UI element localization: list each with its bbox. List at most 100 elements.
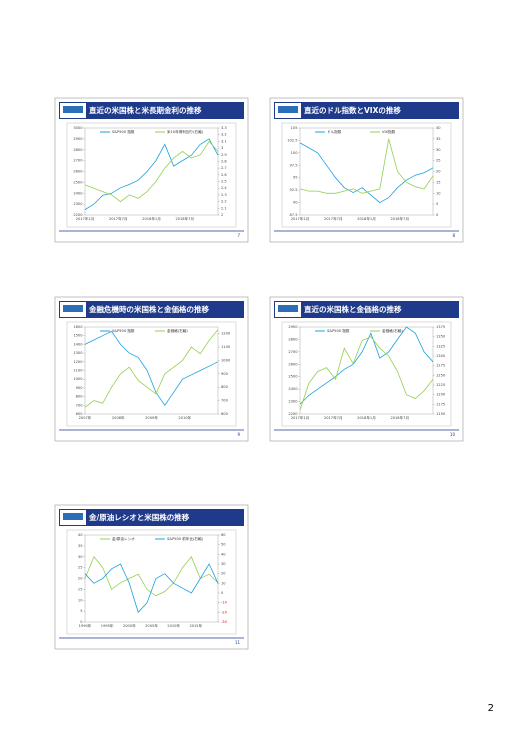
y2-tick-label: -20 bbox=[221, 610, 228, 614]
y2-tick-label: 1350 bbox=[436, 335, 446, 339]
y2-tick-label: -30 bbox=[221, 620, 228, 624]
slide-number: 8 bbox=[452, 233, 455, 238]
logo-mark bbox=[278, 106, 298, 113]
chart-frame bbox=[66, 122, 237, 228]
chart-frame bbox=[66, 321, 237, 427]
y-tick-label: 2600 bbox=[288, 362, 298, 366]
y2-tick-label: 600 bbox=[221, 412, 229, 416]
y-tick-label: 5 bbox=[80, 609, 82, 613]
y-tick-label: 15 bbox=[78, 587, 83, 591]
legend-label: VIX指数 bbox=[382, 129, 396, 134]
chart-frame bbox=[281, 321, 452, 427]
slide: 金/原油レシオと米国株の推移 11 0 5 10 15 20 25 30 35 40 -30 -20 -1… bbox=[54, 504, 249, 650]
y2-tick-label: 800 bbox=[221, 385, 229, 389]
y-tick-label: 1400 bbox=[73, 342, 83, 346]
x-tick-label: 2015年 bbox=[189, 623, 202, 628]
chart-frame bbox=[66, 529, 237, 635]
y-tick-label: 2700 bbox=[288, 350, 298, 354]
y-tick-label: 3000 bbox=[73, 126, 83, 130]
y2-tick-label: 20 bbox=[221, 572, 226, 576]
y-tick-label: 1500 bbox=[73, 334, 83, 338]
y-tick-label: 900 bbox=[76, 386, 84, 390]
y-tick-label: 600 bbox=[76, 412, 84, 416]
slide-title: 直近の米国株と米長期金利の推移 bbox=[89, 105, 202, 115]
y-tick-label: 2800 bbox=[288, 337, 298, 341]
x-tick-label: 2018年1月 bbox=[142, 216, 161, 221]
x-tick-label: 1990年 bbox=[79, 623, 92, 628]
series-line bbox=[299, 326, 434, 405]
y2-tick-label: 1325 bbox=[436, 344, 445, 348]
series-line bbox=[84, 330, 219, 407]
y-tick-label: 25 bbox=[78, 566, 83, 570]
y2-tick-label: 15 bbox=[436, 180, 441, 184]
y2-tick-label: 10 bbox=[436, 191, 441, 195]
x-tick-label: 2010年 bbox=[178, 415, 191, 420]
title-bar bbox=[59, 102, 244, 119]
y2-tick-label: 1250 bbox=[436, 373, 446, 377]
y2-tick-label: 30 bbox=[221, 562, 226, 566]
y2-tick-label: -10 bbox=[221, 601, 228, 605]
y2-tick-label: 3.3 bbox=[221, 126, 227, 130]
y2-tick-label: 2.2 bbox=[221, 200, 227, 204]
x-tick-label: 2017年1月 bbox=[291, 216, 310, 221]
y-tick-label: 2400 bbox=[288, 387, 298, 391]
x-tick-label: 2018年1月 bbox=[357, 415, 376, 420]
y-tick-label: 700 bbox=[76, 403, 84, 407]
y-tick-label: 97.5 bbox=[289, 163, 297, 167]
y2-tick-label: 25 bbox=[436, 159, 441, 163]
y2-tick-label: 2.3 bbox=[221, 193, 227, 197]
y2-tick-label: 60 bbox=[221, 533, 226, 537]
x-tick-label: 2000年 bbox=[123, 623, 136, 628]
series-line bbox=[299, 138, 434, 194]
y-tick-label: 30 bbox=[78, 555, 83, 559]
page-number: 2 bbox=[488, 703, 494, 714]
x-tick-label: 2018年7月 bbox=[390, 415, 409, 420]
series-line bbox=[299, 336, 434, 411]
legend-label: S&P500 指数 bbox=[112, 328, 135, 333]
logo-mark bbox=[63, 305, 83, 312]
y2-tick-label: 2.5 bbox=[221, 180, 227, 184]
y2-tick-label: 900 bbox=[221, 372, 229, 376]
series-line bbox=[84, 329, 219, 408]
y-tick-label: 0 bbox=[80, 620, 83, 624]
plot-area bbox=[299, 326, 434, 415]
y-tick-label: 2200 bbox=[73, 213, 83, 217]
x-tick-label: 2007年 bbox=[79, 415, 92, 420]
y-tick-label: 800 bbox=[76, 395, 84, 399]
y2-tick-label: 40 bbox=[221, 552, 226, 556]
slide-number: 10 bbox=[450, 432, 456, 437]
y2-tick-label: 2.7 bbox=[221, 166, 227, 170]
series-line bbox=[84, 138, 219, 210]
y2-tick-label: 0 bbox=[221, 591, 224, 595]
slide-title: 直近のドル指数とVIXの推移 bbox=[304, 105, 401, 115]
x-tick-label: 2018年7月 bbox=[175, 216, 194, 221]
y2-tick-label: 700 bbox=[221, 399, 229, 403]
x-tick-label: 2017年1月 bbox=[76, 216, 95, 221]
y2-tick-label: 20 bbox=[436, 170, 441, 174]
y-tick-label: 2200 bbox=[288, 412, 298, 416]
y2-tick-label: 1200 bbox=[221, 332, 231, 336]
y-tick-label: 1200 bbox=[73, 360, 83, 364]
y2-tick-label: 1200 bbox=[436, 393, 446, 397]
slide-title: 直近の米国株と金価格の推移 bbox=[304, 304, 402, 314]
legend-label: S&P500 指数 bbox=[112, 129, 135, 134]
y2-tick-label: 30 bbox=[436, 148, 441, 152]
series-line bbox=[84, 140, 219, 203]
y-tick-label: 2500 bbox=[73, 180, 83, 184]
title-bar bbox=[59, 301, 244, 318]
x-tick-label: 1995年 bbox=[101, 623, 114, 628]
y-tick-label: 20 bbox=[78, 577, 83, 581]
title-bar bbox=[274, 301, 459, 318]
legend-label: ドル指数 bbox=[327, 129, 342, 134]
y-tick-label: 105 bbox=[291, 126, 298, 130]
y-tick-label: 1000 bbox=[73, 377, 83, 381]
y-tick-label: 102.5 bbox=[287, 138, 297, 142]
slide: 直近の米国株と金価格の推移 10 2200 2300 2400 2500 2600 2700 2… bbox=[269, 296, 464, 442]
x-tick-label: 2010年 bbox=[167, 623, 180, 628]
y-tick-label: 40 bbox=[78, 533, 83, 537]
legend-label: S&P500 指数 bbox=[327, 328, 350, 333]
slide-number: 11 bbox=[235, 640, 241, 645]
y-tick-label: 2500 bbox=[288, 375, 298, 379]
y-tick-label: 2400 bbox=[73, 191, 83, 195]
